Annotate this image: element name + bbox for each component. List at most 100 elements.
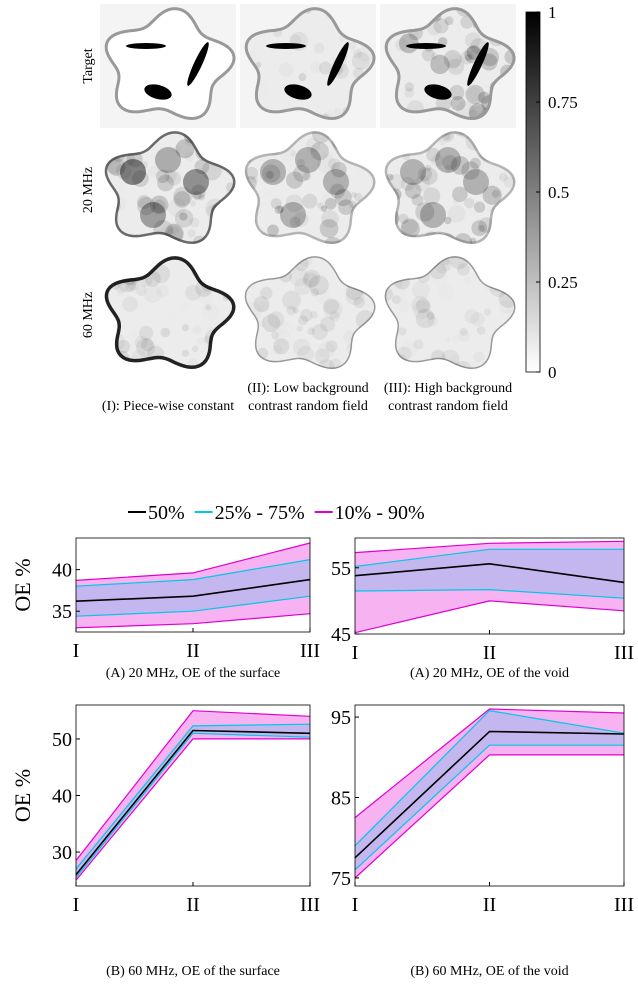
texture <box>329 346 341 358</box>
texture <box>411 194 423 206</box>
texture <box>286 306 295 315</box>
texture <box>412 300 431 319</box>
texture <box>317 202 323 208</box>
chart-caption: (B) 60 MHz, OE of the surface <box>58 964 328 980</box>
texture <box>354 297 365 308</box>
texture <box>320 219 339 238</box>
x-tick-label: II <box>483 894 496 916</box>
texture <box>471 312 485 326</box>
texture <box>198 290 212 304</box>
blur <box>155 147 181 173</box>
texture <box>401 340 418 357</box>
inclusion <box>266 43 306 49</box>
texture <box>298 315 308 325</box>
texture <box>126 281 137 292</box>
y-axis-label: OE % <box>10 558 35 611</box>
texture <box>302 194 317 209</box>
y-tick-label: 75 <box>331 868 351 890</box>
band-edge <box>76 739 310 880</box>
median-line <box>76 731 310 875</box>
texture <box>438 285 454 301</box>
x-tick-label: III <box>614 894 634 916</box>
texture <box>470 158 481 169</box>
blur <box>420 202 446 228</box>
texture <box>477 326 486 335</box>
texture <box>392 295 401 304</box>
texture <box>464 276 472 284</box>
row-label: 60 MHz <box>81 292 96 338</box>
texture <box>160 328 170 338</box>
texture <box>122 296 138 312</box>
texture <box>474 201 485 212</box>
y-tick-label: 85 <box>331 788 351 810</box>
texture <box>395 38 408 51</box>
texture <box>314 43 325 54</box>
blur <box>120 159 146 185</box>
texture <box>192 325 202 335</box>
colorbar-tick-label: 0 <box>548 363 557 382</box>
x-tick-label: II <box>483 642 496 664</box>
blur <box>400 159 426 185</box>
texture <box>263 190 270 197</box>
texture <box>196 337 204 345</box>
texture <box>348 42 356 50</box>
colorbar-tick-label: 0.25 <box>548 273 578 292</box>
chart-caption: (A) 20 MHz, OE of the surface <box>58 666 328 682</box>
texture <box>168 198 187 217</box>
texture <box>398 327 406 335</box>
blur <box>435 147 461 173</box>
texture <box>166 312 176 322</box>
colorbar-tick-label: 0.5 <box>548 183 569 202</box>
texture <box>451 96 466 111</box>
texture <box>130 336 140 346</box>
texture <box>427 316 438 327</box>
x-tick-label: I <box>73 894 80 916</box>
column-caption: (III): High background contrast random f… <box>378 380 518 416</box>
band-edge <box>76 724 310 869</box>
colorbar-tick-label: 1 <box>548 3 557 22</box>
texture <box>353 49 362 58</box>
x-tick-label: I <box>352 894 359 916</box>
texture <box>180 302 189 311</box>
x-tick-label: III <box>300 894 320 916</box>
texture <box>115 303 122 310</box>
blur <box>140 202 166 228</box>
y-tick-label: 30 <box>52 842 72 864</box>
texture <box>460 328 468 336</box>
y-tick-label: 50 <box>52 729 72 751</box>
texture <box>312 324 328 340</box>
texture <box>192 345 199 352</box>
y-tick-label: 40 <box>52 786 72 808</box>
x-tick-label: I <box>73 640 80 662</box>
texture <box>452 198 458 204</box>
blur <box>323 169 349 195</box>
texture <box>460 51 474 65</box>
texture <box>258 301 270 313</box>
band <box>76 724 310 877</box>
y-tick-label: 45 <box>331 624 351 646</box>
blur <box>463 169 489 195</box>
texture <box>325 198 337 210</box>
chart-caption: (B) 60 MHz, OE of the void <box>355 964 625 980</box>
texture <box>187 229 196 238</box>
texture <box>401 218 418 235</box>
legend-label: 25% - 75% <box>215 502 305 524</box>
y-tick-label: 55 <box>331 558 351 580</box>
texture <box>492 190 500 198</box>
texture <box>182 350 189 357</box>
legend-label: 10% - 90% <box>335 502 425 524</box>
texture <box>355 169 366 180</box>
row-label: Target <box>81 48 96 83</box>
inclusion <box>406 43 446 49</box>
blur <box>280 202 306 228</box>
figure: Target20 MHz60 MHz00.250.50.75150%25% - … <box>0 0 638 1003</box>
band-edge <box>76 733 310 877</box>
blur <box>295 147 321 173</box>
x-tick-label: III <box>614 642 634 664</box>
blur <box>260 159 286 185</box>
texture <box>499 173 508 182</box>
texture <box>452 335 460 343</box>
chart-caption: (A) 20 MHz, OE of the void <box>355 666 625 682</box>
column-caption: (II): Low background contrast random fie… <box>238 380 378 416</box>
texture <box>271 198 282 209</box>
